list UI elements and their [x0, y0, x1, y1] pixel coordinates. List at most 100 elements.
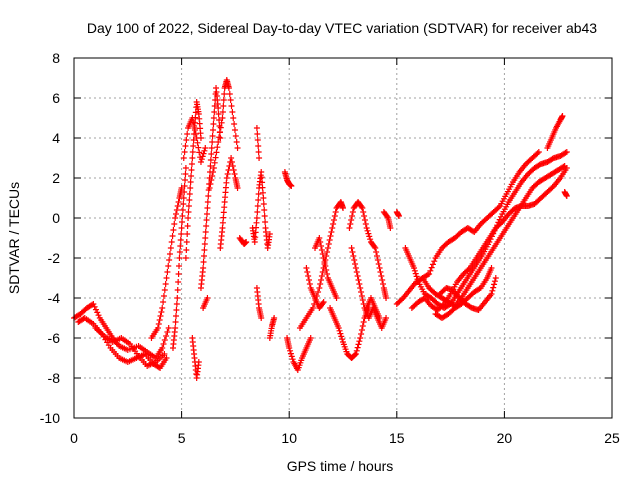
data-point [228, 155, 235, 161]
data-point [202, 235, 209, 241]
y-tick-label: 6 [52, 90, 60, 106]
data-point [194, 139, 201, 146]
data-point [319, 269, 326, 275]
data-point [320, 255, 327, 261]
data-point [215, 105, 222, 111]
grid [74, 58, 612, 418]
x-axis-label: GPS time / hours [287, 458, 394, 474]
data-point [172, 319, 179, 325]
data-point [204, 295, 211, 301]
data-point [318, 273, 325, 279]
data-point [266, 231, 273, 237]
data-point [155, 321, 162, 327]
data-point [360, 319, 367, 325]
data-point [355, 277, 362, 283]
data-point [353, 347, 360, 354]
data-point [177, 243, 184, 249]
data-point [319, 300, 326, 307]
data-point [414, 276, 421, 283]
data-point [181, 149, 188, 155]
data-point [229, 163, 236, 169]
data-point [383, 315, 390, 321]
data-point [255, 149, 262, 155]
data-point [361, 213, 368, 219]
data-point [304, 269, 311, 275]
data-point [253, 215, 260, 221]
data-point [465, 266, 472, 273]
data-point [188, 173, 195, 179]
data-point [221, 204, 228, 211]
data-point [173, 211, 180, 217]
data-point [173, 301, 180, 307]
data-point [226, 91, 233, 97]
data-point [189, 149, 196, 155]
data-point [255, 191, 262, 197]
data-point [326, 237, 333, 243]
data-point [95, 312, 102, 319]
data-point [351, 257, 358, 263]
data-point [202, 145, 209, 151]
data-point [358, 289, 365, 295]
data-point [208, 177, 215, 183]
data-point [271, 315, 278, 321]
data-point [219, 109, 226, 115]
data-point [180, 201, 187, 207]
data-point [175, 271, 182, 277]
data-point [259, 179, 266, 186]
data-point [163, 355, 170, 361]
data-point [215, 139, 222, 145]
data-point [352, 351, 359, 358]
data-point [177, 237, 184, 243]
data-point [318, 243, 325, 249]
x-tick-label: 20 [497, 430, 513, 446]
data-point [354, 344, 361, 351]
data-point [324, 245, 331, 251]
tick-labels: 0 5 10 15 20 25 -10 -8 -6 -4 -2 0 2 4 6 8 [40, 50, 620, 446]
data-point [189, 155, 196, 161]
data-point [320, 299, 327, 305]
y-tick-label: 2 [52, 170, 60, 186]
data-point [154, 325, 161, 331]
data-point [360, 209, 367, 215]
data-point [427, 267, 434, 274]
data-point [217, 135, 224, 141]
data-point [413, 273, 420, 280]
data-point [349, 213, 356, 219]
data-point [225, 85, 232, 91]
data-point [213, 149, 220, 156]
data-point [219, 219, 226, 226]
data-point [383, 295, 390, 301]
data-point [559, 113, 566, 119]
data-point [322, 263, 329, 269]
data-point [361, 217, 368, 223]
data-point [171, 221, 178, 227]
data-point [316, 285, 323, 291]
data-point [254, 203, 261, 209]
data-point [562, 149, 569, 156]
data-point [198, 156, 205, 163]
data-point [563, 193, 570, 199]
data-point [353, 269, 360, 275]
data-point [563, 149, 570, 155]
data-point [210, 121, 217, 127]
data-point [372, 245, 379, 251]
data-point [258, 315, 265, 321]
data-point [186, 197, 193, 203]
y-tick-label: -8 [48, 370, 61, 386]
y-tick-label: 8 [52, 50, 60, 66]
data-point [424, 271, 431, 278]
data-point [179, 219, 186, 225]
data-point [359, 205, 366, 211]
data-point [182, 143, 189, 149]
data-point [197, 159, 204, 165]
data-point [254, 137, 261, 143]
data-point [200, 265, 207, 271]
data-point [319, 251, 326, 257]
data-point [367, 236, 374, 243]
data-point [534, 150, 541, 157]
data-point [168, 239, 175, 245]
data-point [358, 331, 365, 337]
data-point [374, 253, 381, 259]
data-point [395, 213, 402, 219]
